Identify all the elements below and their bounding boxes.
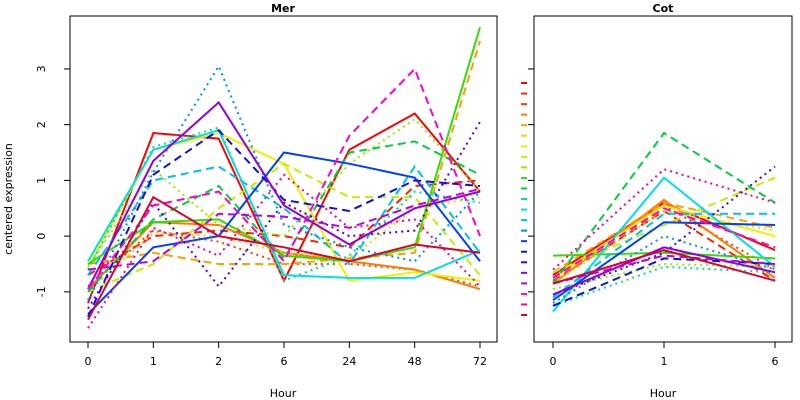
series-line-cot-13 [552, 176, 776, 313]
series-line-mer-5 [87, 40, 481, 265]
series-line-mer-10 [87, 26, 481, 265]
plot-frame-cot [533, 15, 793, 343]
x-tick-label: 24 [342, 355, 356, 368]
series-line-cot-20 [552, 254, 776, 285]
series-line-mer-8 [87, 162, 481, 293]
x-tick-label: 0 [85, 355, 92, 368]
x-tick-label: 6 [772, 355, 779, 368]
x-tick-label: 1 [661, 355, 668, 368]
series-line-cot-23 [552, 249, 776, 285]
series-line-cot-7 [552, 204, 776, 279]
panel-cot: 0 1 6 [521, 15, 793, 368]
series-line-mer-12 [87, 126, 481, 282]
series-line-cot-11 [552, 131, 776, 285]
x-tick-label: 2 [215, 355, 222, 368]
series-line-cot-15 [552, 235, 776, 304]
series-line-mer-20 [87, 187, 481, 271]
series-line-cot-18 [552, 165, 776, 296]
series-line-cot-22 [552, 168, 776, 271]
series-line-mer-18 [87, 121, 481, 310]
y-tick-label: 3 [35, 65, 48, 72]
y-tick-label: 1 [35, 177, 48, 184]
x-axis-label-cot: Hour [650, 387, 677, 400]
series-line-cot-21 [552, 207, 776, 279]
plot-frame-mer [69, 15, 498, 343]
series-line-cot-6 [552, 209, 776, 285]
series-line-mer-15 [87, 64, 481, 301]
series-line-cot-8 [552, 176, 776, 274]
series-line-mer-3 [87, 229, 481, 288]
series-line-mer-23 [87, 195, 481, 321]
x-tick-label: 48 [408, 355, 422, 368]
x-tick-label: 1 [150, 355, 157, 368]
y-tick-label: 0 [35, 233, 48, 240]
series-line-mer-17 [87, 128, 481, 318]
series-line-cot-3 [552, 204, 776, 279]
x-tick-label: 0 [550, 355, 557, 368]
y-tick-label: -1 [35, 286, 48, 297]
x-tick-label: 72 [473, 355, 487, 368]
series-line-cot-17 [552, 257, 776, 307]
series-line-mer-21 [87, 67, 481, 290]
panel-mer: 0 1 2 6 24 48 72 -1 0 1 2 3 [35, 15, 498, 368]
series-line-mer-14 [87, 164, 481, 276]
series-line-mer-19 [87, 100, 481, 290]
panel-title-mer: Mer [271, 2, 295, 15]
series-line-cot-5 [552, 201, 776, 274]
series-line-mer-22 [87, 173, 481, 329]
series-line-mer-16 [87, 151, 481, 315]
series-line-cot-16 [552, 221, 776, 302]
series-line-cot-19 [552, 246, 776, 296]
y-axis-label: centered expression [2, 143, 15, 255]
series-line-mer-13 [87, 128, 481, 279]
series-line-mer-11 [87, 140, 481, 293]
x-tick-label: 6 [281, 355, 288, 368]
panel-title-cot: Cot [653, 2, 674, 15]
x-axis-label-mer: Hour [270, 387, 297, 400]
y-tick-label: 2 [35, 121, 48, 128]
series-line-cot-14 [552, 212, 775, 299]
